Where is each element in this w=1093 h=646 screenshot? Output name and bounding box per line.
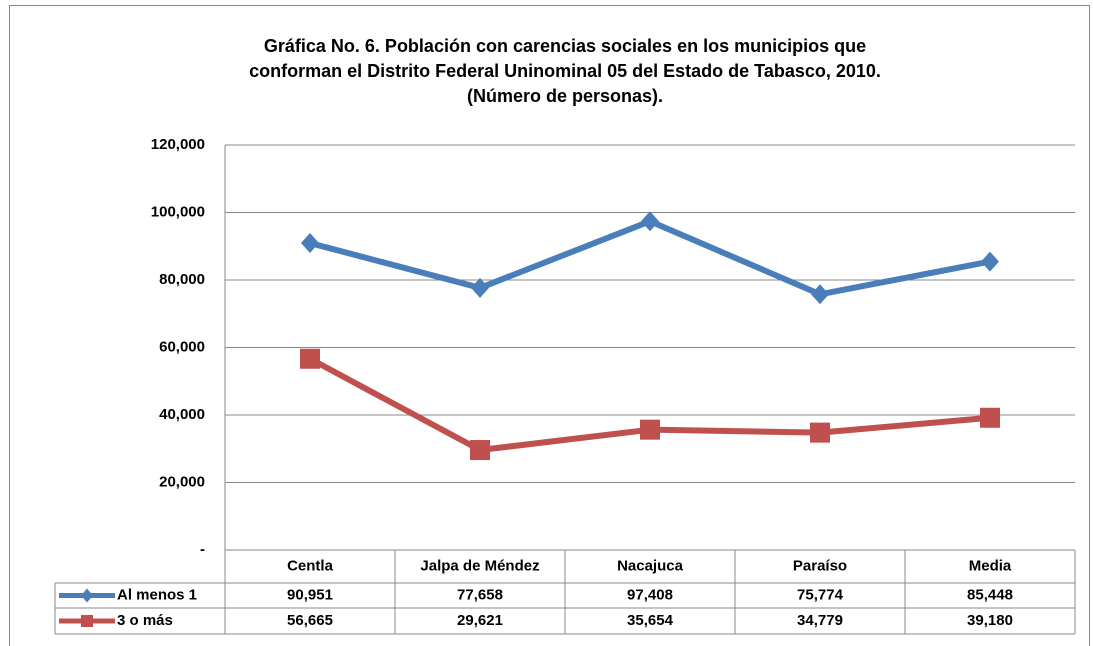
marker	[981, 251, 999, 272]
table-value: 56,665	[287, 612, 333, 629]
series-line	[309, 218, 991, 298]
table-value: 29,621	[457, 612, 503, 629]
marker	[471, 277, 489, 298]
chart-border	[9, 5, 1090, 646]
marker	[810, 422, 830, 443]
marker	[811, 284, 829, 305]
y-tick-label: 60,000	[159, 338, 205, 355]
legend-marker	[81, 588, 93, 603]
x-tick-label: Nacajuca	[617, 557, 684, 574]
x-tick-label: Jalpa de Méndez	[420, 557, 539, 574]
x-tick-label: Media	[969, 557, 1012, 574]
y-tick-label: 40,000	[159, 406, 205, 423]
table-value: 97,408	[627, 586, 673, 603]
marker	[641, 211, 659, 232]
table-value: 34,779	[797, 612, 843, 629]
marker	[980, 407, 1000, 428]
y-tick-label: -	[200, 541, 205, 558]
legend-marker	[81, 615, 93, 627]
legend-label: 3 o más	[117, 612, 173, 629]
table-value: 35,654	[627, 612, 674, 629]
y-tick-label: 120,000	[151, 136, 205, 153]
table-value: 39,180	[967, 612, 1013, 629]
table-value: 85,448	[967, 586, 1013, 603]
table-value: 90,951	[287, 586, 333, 603]
table-value: 75,774	[797, 586, 844, 603]
x-tick-label: Paraíso	[793, 557, 847, 574]
marker	[300, 348, 320, 369]
x-tick-label: Centla	[287, 557, 334, 574]
marker	[640, 419, 660, 440]
legend-label: Al menos 1	[117, 586, 197, 603]
y-tick-label: 100,000	[151, 203, 205, 220]
chart-title: (Número de personas).	[467, 86, 663, 106]
y-tick-label: 80,000	[159, 271, 205, 288]
marker	[470, 440, 490, 461]
chart-title: Gráfica No. 6. Población con carencias s…	[264, 36, 866, 56]
table-value: 77,658	[457, 586, 503, 603]
marker	[301, 233, 319, 254]
chart-title: conforman el Distrito Federal Uninominal…	[249, 61, 881, 81]
y-tick-label: 20,000	[159, 473, 205, 490]
